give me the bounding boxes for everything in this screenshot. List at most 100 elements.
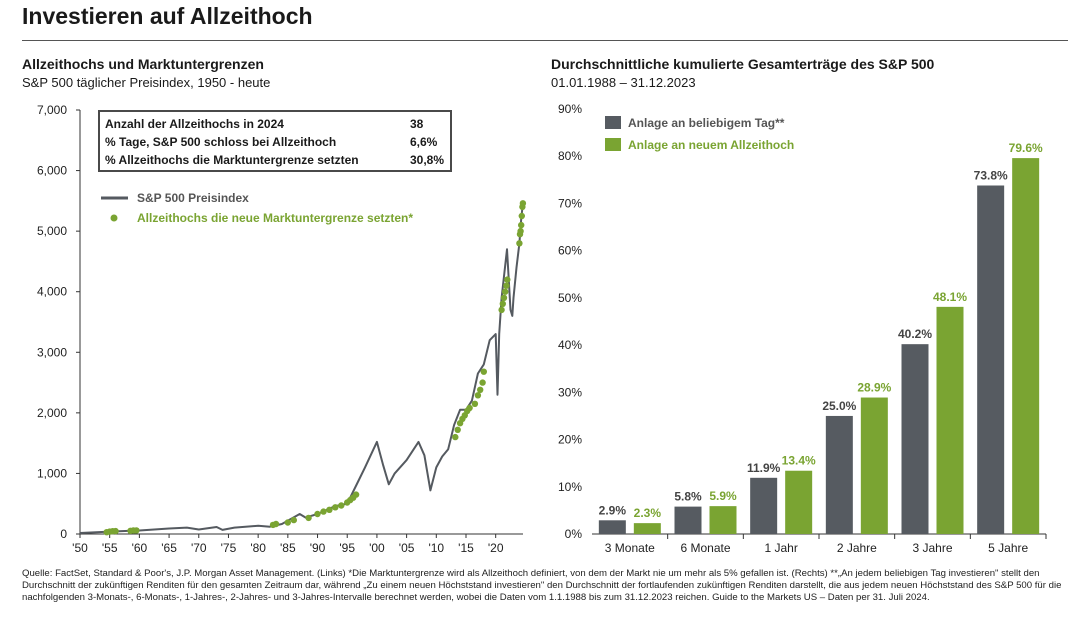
bar-value-label: 79.6% [1009, 141, 1043, 155]
bar-all-time-high [785, 470, 813, 534]
all-time-high-point [452, 433, 459, 441]
x-category-label: 3 Monate [605, 541, 655, 555]
x-tick-label: '85 [280, 541, 296, 555]
all-time-high-point [518, 221, 525, 229]
legend-green-label: Anlage an neuem Allzeithoch [628, 138, 794, 152]
all-time-high-point [504, 276, 511, 283]
bar-value-label: 2.9% [599, 503, 627, 517]
x-tick-label: '95 [339, 541, 355, 555]
all-time-high-point [498, 306, 505, 314]
all-time-high-point [352, 491, 360, 498]
left-chart-subtitle: S&P 500 täglicher Preisindex, 1950 - heu… [22, 75, 271, 90]
x-category-label: 5 Jahre [988, 541, 1028, 555]
all-time-high-point [290, 516, 297, 524]
bar-value-label: 13.4% [782, 454, 816, 468]
legend-gray-swatch [605, 116, 621, 129]
all-time-high-point [272, 520, 280, 528]
stats-value: 38 [410, 117, 424, 131]
bar-all-time-high [1012, 158, 1040, 534]
x-category-label: 6 Monate [680, 541, 730, 555]
all-time-high-point [500, 294, 508, 301]
bar-value-label: 5.9% [709, 489, 737, 503]
y-tick-label: 0 [60, 527, 67, 541]
y-tick-label: 40% [558, 338, 582, 352]
bar-any-day [977, 185, 1005, 534]
all-time-high-point [518, 212, 525, 220]
y-tick-label: 70% [558, 196, 582, 210]
all-time-high-point [502, 288, 509, 295]
y-tick-label: 60% [558, 244, 582, 258]
y-tick-label: 3,000 [37, 345, 67, 359]
bar-value-label: 40.2% [898, 327, 932, 341]
source-footnote: Quelle: FactSet, Standard & Poor's, J.P.… [22, 568, 1062, 603]
all-time-high-point [516, 240, 523, 247]
stats-row: % Allzeithochs die Marktuntergrenze setz… [105, 151, 450, 169]
stats-row: % Tage, S&P 500 schloss bei Allzeithoch … [105, 133, 450, 151]
legend-green-swatch [605, 138, 621, 151]
sp500-line-chart: 0 1,000 2,000 3,000 4,000 5,000 6,000 7,000 '50 '… [37, 103, 527, 555]
x-tick-label: '00 [369, 541, 385, 555]
bar-all-time-high [633, 523, 661, 534]
y-tick-label: 20% [558, 433, 582, 447]
bar-all-time-high [709, 506, 737, 534]
all-time-high-point [474, 392, 482, 399]
bar-value-label: 48.1% [933, 290, 967, 304]
all-time-high-point [499, 300, 506, 307]
right-chart-title: Durchschnittliche kumulierte Gesamterträ… [551, 56, 935, 72]
x-category-label: 2 Jahre [837, 541, 877, 555]
all-time-high-point [503, 282, 510, 289]
stats-label: % Allzeithochs die Marktuntergrenze setz… [105, 153, 359, 167]
y-tick-label: 90% [558, 102, 582, 116]
all-time-high-point [480, 368, 487, 375]
bar-any-day [598, 520, 626, 534]
all-time-high-point [466, 404, 473, 412]
y-tick-label: 50% [558, 291, 582, 305]
page-title: Investieren auf Allzeithoch [22, 3, 313, 29]
all-time-high-point [326, 506, 333, 513]
x-tick-label: '80 [250, 541, 266, 555]
y-tick-label: 6,000 [37, 164, 67, 178]
bar-value-label: 28.9% [857, 381, 891, 395]
all-time-high-point [133, 527, 140, 534]
bar-value-label: 25.0% [822, 399, 856, 413]
bar-any-day [825, 415, 853, 534]
all-time-high-point [479, 379, 486, 386]
x-tick-label: '05 [399, 541, 415, 555]
y-tick-label: 5,000 [37, 224, 67, 238]
all-time-high-point [332, 504, 339, 511]
bar-any-day [750, 477, 778, 534]
y-tick-label: 7,000 [37, 103, 67, 117]
stats-row: Anzahl der Allzeithochs in 2024 38 [105, 115, 450, 133]
legend-gray-label: Anlage an beliebigem Tag** [628, 116, 785, 130]
x-tick-label: '75 [221, 541, 237, 555]
left-chart-title: Allzeithochs und Marktuntergrenzen [22, 56, 264, 72]
all-time-high-point [320, 508, 327, 515]
bar-value-label: 11.9% [747, 461, 781, 475]
y-tick-label: 10% [558, 480, 582, 494]
y-tick-label: 1,000 [37, 466, 67, 480]
y-tick-label: 80% [558, 149, 582, 163]
stats-label: Anzahl der Allzeithochs in 2024 [105, 117, 284, 131]
y-tick-label: 30% [558, 385, 582, 399]
bar-value-label: 5.8% [674, 490, 702, 504]
all-time-high-point [477, 386, 484, 393]
x-tick-label: '10 [428, 541, 444, 555]
all-time-high-point [305, 514, 312, 522]
legend-dot-swatch [110, 214, 118, 222]
x-tick-label: '70 [191, 541, 207, 555]
x-tick-label: '50 [72, 541, 88, 555]
title-divider [22, 40, 1068, 41]
x-tick-label: '20 [488, 541, 504, 555]
stats-label: % Tage, S&P 500 schloss bei Allzeithoch [105, 135, 337, 149]
bar-all-time-high [936, 306, 964, 534]
all-time-high-point [454, 426, 461, 433]
legend-dot-label: Allzeithochs die neue Marktuntergrenze s… [137, 211, 413, 225]
price-index-line [79, 203, 524, 534]
right-chart-subtitle: 01.01.1988 – 31.12.2023 [551, 75, 696, 90]
bar-value-label: 2.3% [634, 506, 662, 520]
y-tick-label: 0% [565, 527, 583, 541]
legend-line-label: S&P 500 Preisindex [137, 191, 249, 205]
x-tick-label: '15 [458, 541, 474, 555]
all-time-high-point [112, 527, 119, 535]
all-time-high-point [471, 400, 479, 407]
